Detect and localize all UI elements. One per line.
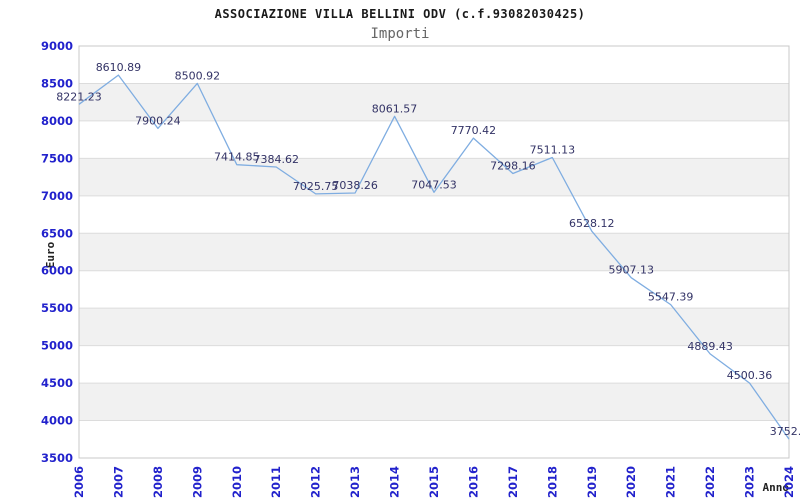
x-tick-label: 2009 xyxy=(190,466,204,498)
x-tick-label: 2024 xyxy=(782,466,796,498)
value-label: 5547.39 xyxy=(648,291,694,304)
x-tick-label: 2008 xyxy=(151,466,165,498)
x-tick-label: 2018 xyxy=(545,466,559,498)
value-label: 7298.16 xyxy=(490,159,536,172)
plot-band xyxy=(79,233,789,271)
x-tick-label: 2020 xyxy=(624,466,638,498)
x-tick-label: 2010 xyxy=(230,466,244,498)
value-label: 8221.23 xyxy=(56,90,102,103)
x-tick-label: 2011 xyxy=(269,466,283,498)
y-tick-label: 5000 xyxy=(41,339,73,353)
plot-band xyxy=(79,308,789,346)
data-line xyxy=(78,74,790,440)
x-tick-label: 2017 xyxy=(506,466,520,498)
value-label: 8500.92 xyxy=(175,69,221,82)
y-tick-label: 8500 xyxy=(41,76,73,90)
x-tick-label: 2016 xyxy=(466,466,480,498)
value-label: 7025.75 xyxy=(293,180,339,193)
value-label: 4889.43 xyxy=(687,340,733,353)
value-label: 7770.42 xyxy=(451,124,497,137)
value-label: 8061.57 xyxy=(372,102,418,115)
value-label: 7414.85 xyxy=(214,151,260,164)
y-tick-label: 6000 xyxy=(41,264,73,278)
x-tick-label: 2006 xyxy=(72,466,86,498)
y-tick-label: 3500 xyxy=(41,451,73,465)
plot-band xyxy=(79,383,789,421)
plot-band xyxy=(79,83,789,121)
value-label: 7511.13 xyxy=(530,144,576,157)
x-tick-label: 2021 xyxy=(664,466,678,498)
y-tick-label: 4000 xyxy=(41,414,73,428)
x-tick-label: 2012 xyxy=(309,466,323,498)
y-tick-label: 7000 xyxy=(41,189,73,203)
value-label: 3752.7 xyxy=(770,425,800,438)
x-tick-label: 2022 xyxy=(703,466,717,498)
x-tick-label: 2014 xyxy=(388,466,402,498)
value-label: 7047.53 xyxy=(411,178,457,191)
y-tick-label: 7500 xyxy=(41,151,73,165)
x-tick-label: 2023 xyxy=(743,466,757,498)
value-label: 7038.26 xyxy=(332,179,378,192)
value-label: 8610.89 xyxy=(96,61,142,74)
y-tick-label: 5500 xyxy=(41,301,73,315)
x-tick-label: 2013 xyxy=(348,466,362,498)
y-tick-label: 9000 xyxy=(41,39,73,53)
x-tick-label: 2015 xyxy=(427,466,441,498)
value-label: 6528.12 xyxy=(569,217,615,230)
plot-band xyxy=(79,158,789,196)
value-label: 7900.24 xyxy=(135,114,181,127)
value-label: 5907.13 xyxy=(608,264,654,277)
x-tick-label: 2007 xyxy=(111,466,125,498)
chart-title: ASSOCIAZIONE VILLA BELLINI ODV (c.f.9308… xyxy=(214,7,586,21)
x-axis-title: Anno xyxy=(762,481,790,494)
y-tick-label: 8000 xyxy=(41,114,73,128)
y-tick-label: 4500 xyxy=(41,376,73,390)
chart-subtitle: Importi xyxy=(370,26,430,42)
plot-border xyxy=(78,45,790,459)
value-label: 7384.62 xyxy=(253,153,299,166)
value-label: 4500.36 xyxy=(727,369,773,382)
y-tick-label: 6500 xyxy=(41,226,73,240)
x-tick-label: 2019 xyxy=(585,466,599,498)
